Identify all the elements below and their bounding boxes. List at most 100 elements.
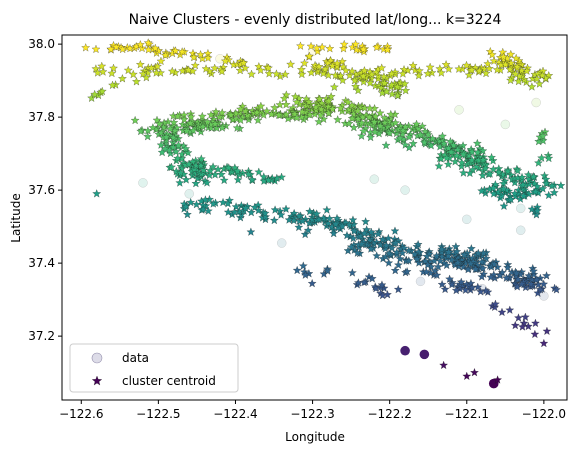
cluster-centroid [527, 274, 537, 284]
x-tick-label: −122.2 [367, 407, 411, 421]
cluster-centroid [323, 266, 332, 275]
cluster-centroid [444, 64, 454, 73]
cluster-centroid [462, 60, 471, 70]
cluster-centroid [217, 66, 227, 76]
cluster-centroid [527, 204, 537, 214]
data-point [276, 238, 287, 248]
cluster-centroid [535, 79, 545, 88]
data-point [400, 185, 410, 195]
cluster-centroid [171, 147, 181, 156]
cluster-centroid [314, 214, 324, 224]
cluster-centroid [518, 180, 528, 189]
cluster-centroid [348, 215, 358, 224]
cluster-centroid [254, 61, 264, 71]
cluster-centroid [408, 61, 418, 70]
cluster-centroid [236, 115, 246, 125]
cluster-centroid [470, 367, 479, 377]
cluster-centroid [174, 140, 184, 150]
x-tick-label: −122.5 [136, 407, 180, 421]
cluster-centroid [468, 165, 478, 174]
cluster-centroid [391, 118, 400, 127]
cluster-centroid [456, 277, 466, 286]
cluster-centroid [510, 320, 520, 330]
cluster-centroid [332, 213, 342, 223]
cluster-centroid [173, 153, 183, 163]
cluster-centroid [217, 108, 227, 117]
cluster-centroid [513, 274, 523, 284]
cluster-centroid [203, 117, 212, 126]
cluster-centroid [529, 269, 539, 279]
cluster-centroid [449, 140, 458, 150]
cluster-centroid [351, 81, 361, 91]
cluster-centroid [458, 141, 468, 150]
cluster-centroid [478, 263, 488, 273]
cluster-centroid [168, 111, 178, 120]
cluster-centroid [395, 254, 405, 263]
cluster-centroid [210, 63, 220, 73]
cluster-centroid [300, 270, 310, 279]
cluster-centroid [395, 133, 405, 143]
cluster-centroid [477, 186, 487, 195]
cluster-centroid [246, 227, 256, 236]
cluster-centroid [312, 209, 322, 218]
cluster-centroid [499, 184, 509, 193]
cluster-centroid [443, 251, 453, 260]
cluster-centroid [176, 168, 186, 177]
cluster-centroid [442, 260, 452, 270]
cluster-centroid [359, 126, 369, 136]
cluster-centroid [478, 171, 488, 180]
cluster-centroid [306, 41, 316, 51]
cluster-centroid [109, 63, 118, 73]
cluster-centroid [532, 275, 542, 284]
cluster-centroid [358, 44, 368, 54]
cluster-centroid [332, 58, 342, 68]
cluster-centroid [552, 285, 561, 294]
cluster-centroid [503, 166, 513, 176]
cluster-centroid [141, 72, 151, 82]
cluster-centroid [203, 53, 213, 62]
cluster-centroid [261, 212, 271, 221]
cluster-centroid [182, 209, 192, 219]
cluster-centroid [474, 66, 484, 75]
plot-frame [61, 34, 568, 401]
cluster-centroid [108, 80, 118, 90]
cluster-centroid [256, 65, 266, 75]
cluster-centroid [106, 44, 116, 54]
cluster-centroid [360, 103, 370, 112]
cluster-centroid [413, 239, 423, 249]
cluster-centroid [338, 75, 348, 85]
cluster-centroid [423, 260, 433, 269]
cluster-centroid [415, 130, 425, 139]
cluster-centroid [276, 210, 286, 219]
cluster-centroid [426, 141, 436, 150]
cluster-centroid [259, 172, 269, 181]
cluster-centroid [369, 117, 379, 126]
cluster-centroid [323, 58, 333, 68]
cluster-centroid [447, 280, 457, 289]
cluster-centroid [478, 155, 488, 164]
cluster-centroid [425, 62, 435, 72]
cluster-centroid [290, 109, 300, 119]
cluster-centroid [413, 247, 423, 257]
cluster-centroid [384, 258, 394, 267]
cluster-centroid [547, 181, 557, 190]
cluster-centroid [451, 242, 461, 251]
cluster-centroid [380, 78, 390, 88]
cluster-centroid [493, 375, 503, 384]
cluster-centroid [179, 115, 189, 124]
cluster-centroid [97, 86, 107, 96]
cluster-centroid [476, 287, 486, 296]
cluster-centroid [318, 213, 328, 223]
cluster-centroid [329, 82, 339, 92]
cluster-centroid [490, 302, 500, 312]
x-tick-label: −122.0 [522, 407, 566, 421]
cluster-centroid [281, 204, 291, 213]
cluster-centroid [398, 69, 408, 78]
cluster-centroid [488, 183, 498, 193]
cluster-centroid [458, 168, 468, 177]
cluster-centroid [384, 248, 394, 258]
cluster-centroid [330, 70, 340, 80]
cluster-centroid [284, 215, 294, 224]
cluster-centroid [527, 82, 537, 91]
